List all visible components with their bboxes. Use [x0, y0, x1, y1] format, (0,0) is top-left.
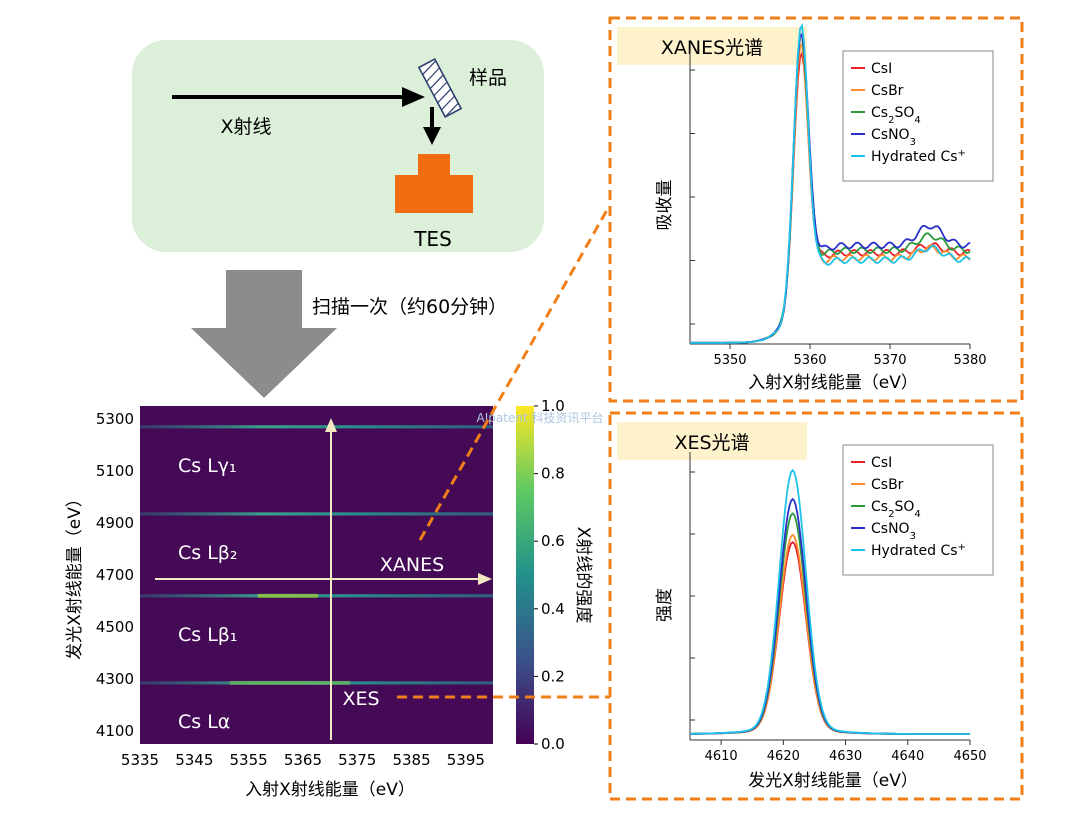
x-tick: 4650: [953, 749, 986, 764]
legend-entry: CsNO3: [871, 127, 916, 148]
heatmap-y-tick: 5100: [96, 462, 134, 480]
emission-arrowhead: [423, 127, 441, 145]
x-tick: 5360: [793, 353, 826, 368]
x-tick: 4610: [705, 749, 738, 764]
heatmap-x-axis-label: 入射X射线能量（eV）: [245, 780, 415, 800]
xray-label: X射线: [220, 116, 271, 138]
xes-title: XES光谱: [674, 432, 749, 454]
legend-entry: CsI: [871, 61, 892, 77]
xes-panel: XES光谱 4610 4620 4630 4640 4650 CsI CsBr Cs2SO4…: [608, 411, 1024, 801]
legend-entry: CsBr: [871, 83, 904, 99]
heatmap-x-tick: 5375: [338, 751, 376, 769]
heatmap-x-tick: 5365: [284, 751, 322, 769]
heatmap-y-axis-label: 发光X射线能量（eV）: [65, 490, 85, 660]
heatmap-y-tick: 4500: [96, 618, 134, 636]
band-label: Cs Lβ₂: [178, 542, 238, 564]
heatmap-chart: Cs Lγ₁ Cs Lβ₂ Cs Lβ₁ Cs Lα XANES XES 5335 53…: [65, 397, 593, 800]
xanes-x-axis-label: 入射X射线能量（eV）: [748, 373, 918, 393]
emission-band: [140, 425, 493, 429]
emission-band-highlight: [230, 680, 350, 685]
colorbar-tick: 0.4: [541, 600, 565, 618]
colorbar-tick: 0.8: [541, 465, 565, 483]
legend-box: [842, 50, 994, 182]
sample-label: 样品: [469, 67, 507, 89]
legend-entry: Hydrated Cs+: [871, 542, 966, 560]
xanes-title-box: [617, 27, 807, 65]
xanes-series-hydratedcs: [690, 23, 971, 344]
tes-detector-icon: [395, 154, 473, 213]
colorbar-tick: 0.6: [541, 532, 565, 550]
xes-series-hydratedcs: [690, 468, 970, 735]
emission-band-highlight: [258, 593, 318, 598]
sample-icon: [417, 57, 463, 119]
colorbar-tick: 1.0: [541, 397, 565, 415]
tes-label: TES: [413, 227, 452, 251]
x-tick: 4640: [891, 749, 924, 764]
heatmap-y-tick: 4700: [96, 566, 134, 584]
xanes-panel: XANES光谱 5350 5360 5370 5380 CsI CsBr Cs2SO4Cs…: [608, 16, 1024, 403]
heatmap-x-tick: 5345: [175, 751, 213, 769]
x-tick: 5350: [713, 353, 746, 368]
colorbar-label: X射线的强度: [573, 527, 593, 624]
connector-lines: [397, 209, 610, 699]
xes-y-axis-label: 强度: [655, 588, 675, 622]
legend-entry: Hydrated Cs+: [871, 148, 966, 166]
xanes-title: XANES光谱: [661, 37, 763, 59]
band-label: Cs Lγ₁: [178, 455, 237, 477]
x-tick: 5370: [873, 353, 906, 368]
heatmap-y-tick: 5300: [96, 410, 134, 428]
xes-scan-arrowhead: [325, 418, 337, 432]
band-label: Cs Lα: [178, 711, 230, 733]
xray-arrowhead: [402, 87, 425, 107]
heatmap-x-tick: 5385: [392, 751, 430, 769]
legend-entry: Cs2SO4: [871, 105, 921, 126]
xes-label: XES: [342, 688, 379, 710]
legend-entry: CsI: [871, 455, 892, 471]
heatmap-x-tick: 5395: [447, 751, 485, 769]
heatmap-plot-area: [140, 406, 493, 744]
heatmap-y-tick: 4100: [96, 722, 134, 740]
setup-diagram: X射线 样品 TES: [132, 40, 544, 252]
xanes-y-axis-label: 吸收量: [655, 180, 675, 231]
x-tick: 5380: [953, 353, 986, 368]
scan-arrow: [191, 270, 337, 398]
xanes-label: XANES: [380, 554, 444, 576]
xanes-connector: [418, 209, 609, 541]
scan-label: 扫描一次（约60分钟）: [312, 296, 507, 318]
heatmap-y-tick: 4900: [96, 514, 134, 532]
legend-entry: CsBr: [871, 477, 904, 493]
xes-x-axis-label: 发光X射线能量（eV）: [748, 771, 918, 791]
xanes-panel-border: [608, 16, 1024, 403]
heatmap-x-tick: 5355: [230, 751, 268, 769]
xanes-scan-arrowhead: [478, 573, 492, 585]
x-tick: 4630: [829, 749, 862, 764]
xes-title-box: [617, 422, 807, 460]
colorbar: [516, 406, 534, 744]
heatmap-x-tick: 5335: [121, 751, 159, 769]
heatmap-y-tick: 4300: [96, 670, 134, 688]
colorbar-tick: 0.0: [541, 735, 565, 753]
legend-box: [842, 444, 994, 576]
emission-band: [140, 512, 493, 516]
band-label: Cs Lβ₁: [178, 624, 238, 646]
colorbar-tick: 0.2: [541, 667, 565, 685]
watermark: AIpatent 科技资讯平台: [477, 410, 604, 425]
legend-entry: CsNO3: [871, 521, 916, 542]
legend-entry: Cs2SO4: [871, 499, 921, 520]
x-tick: 4620: [767, 749, 800, 764]
